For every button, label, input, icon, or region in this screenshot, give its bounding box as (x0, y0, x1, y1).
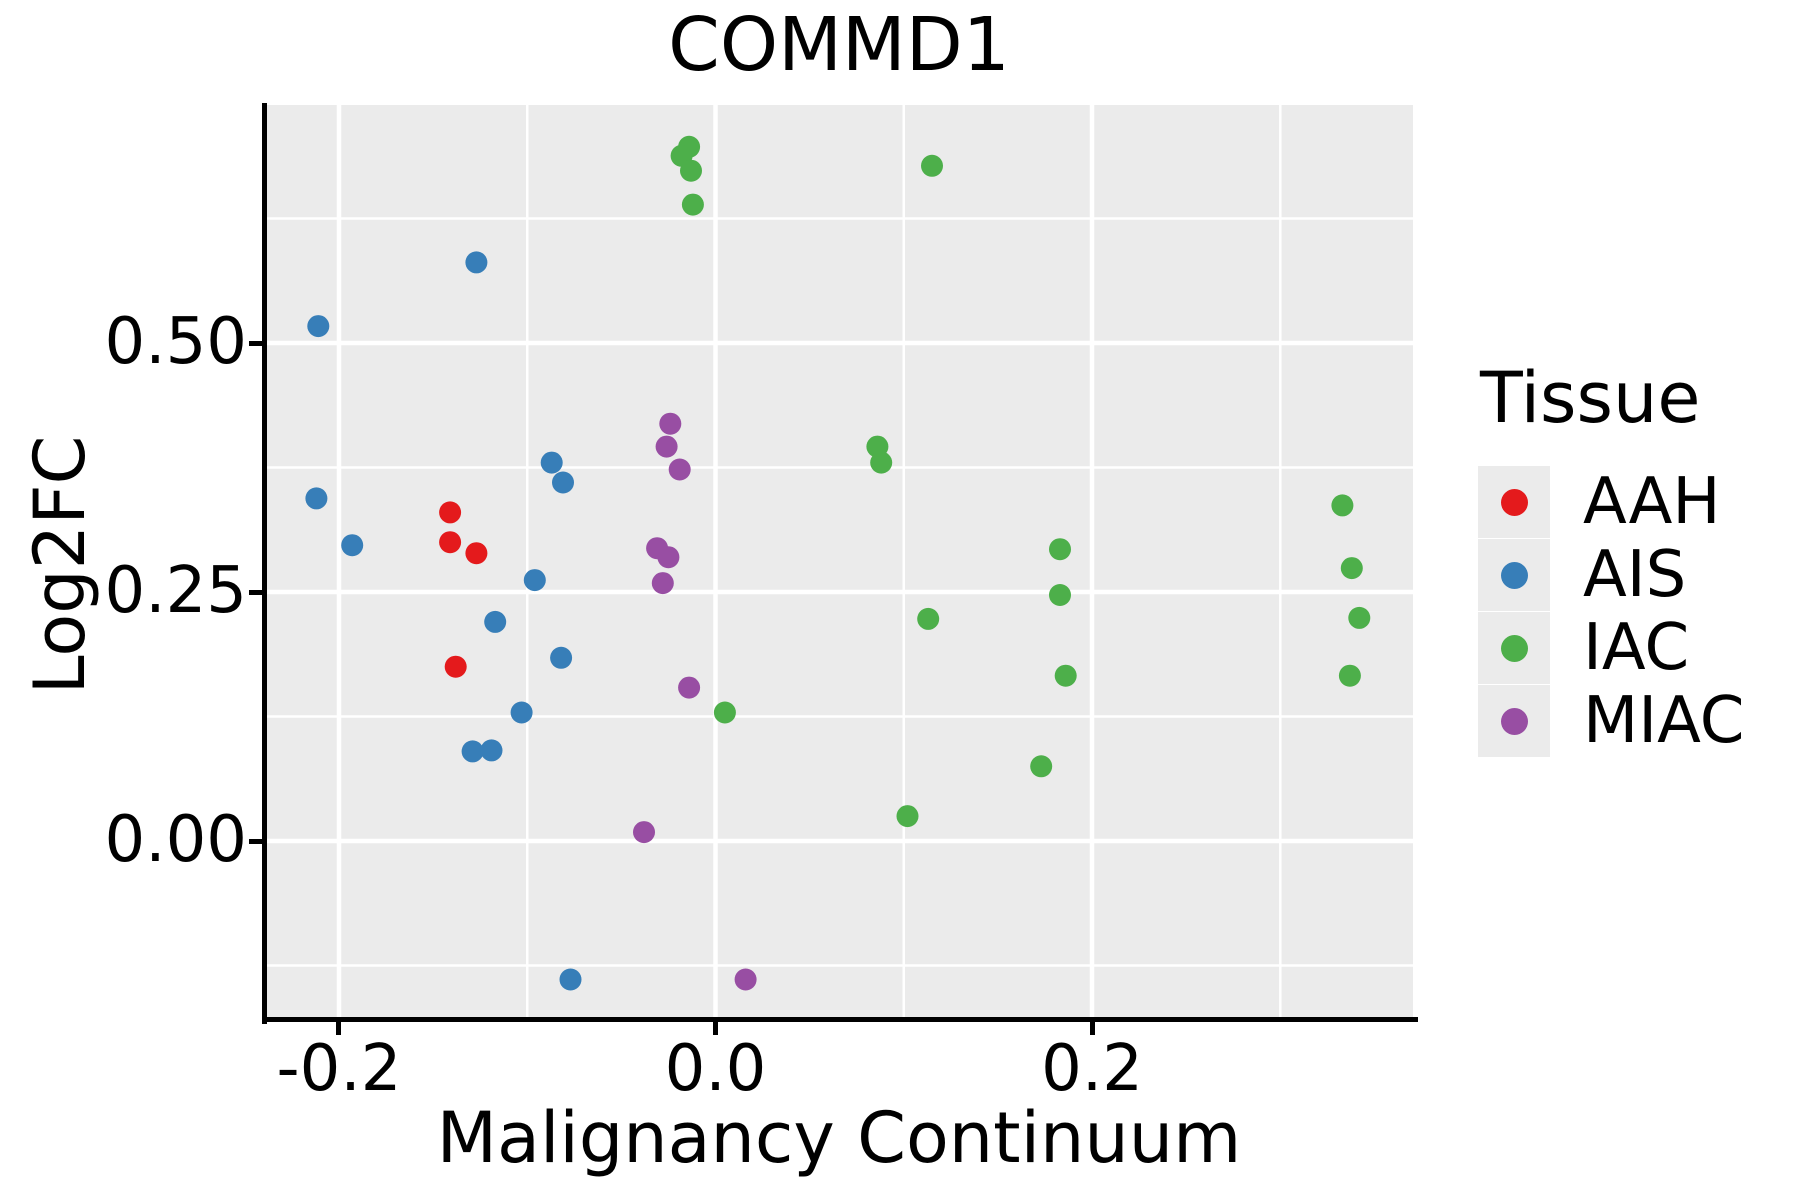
data-point-iac (680, 159, 702, 182)
data-point-ais (510, 701, 533, 724)
data-point-miac (655, 435, 678, 458)
data-point-iac (1049, 538, 1071, 561)
legend-item: AIS (1478, 539, 1798, 611)
legend-dot-icon (1500, 634, 1528, 662)
data-point-aah (444, 655, 467, 678)
legend-key-box (1478, 685, 1550, 757)
data-point-miac (734, 968, 757, 991)
data-point-ais (550, 646, 573, 669)
data-point-miac (633, 821, 655, 844)
axis-tick (1089, 1022, 1095, 1035)
data-point-miac (659, 412, 682, 435)
legend-item: AAH (1478, 466, 1798, 538)
data-point-iac (713, 701, 736, 724)
scatter-plot-canvas (265, 105, 1413, 1020)
data-point-ais (559, 968, 582, 991)
x-tick-label-1: 0.0 (664, 1032, 767, 1106)
legend-item-label: MIAC (1583, 684, 1745, 758)
y-tick-label-1: 0.25 (104, 554, 248, 629)
legend-item-label: AAH (1583, 465, 1721, 539)
legend-item: MIAC (1478, 685, 1798, 757)
legend-title: Tissue (1480, 357, 1701, 439)
data-point-iac (1338, 664, 1361, 687)
data-point-ais (465, 251, 488, 274)
data-point-aah (439, 501, 462, 524)
data-point-miac (668, 458, 691, 481)
axis-tick (713, 1022, 718, 1035)
data-point-iac (1030, 755, 1053, 778)
axis-tick (249, 340, 262, 346)
data-point-ais (540, 451, 563, 474)
legend: Tissue AAH AIS IAC MIAC (1478, 362, 1798, 758)
legend-item-label: IAC (1583, 611, 1690, 685)
chart-title: COMMD1 (668, 2, 1010, 88)
axis-tick (336, 1022, 342, 1035)
data-point-iac (921, 154, 943, 177)
data-point-iac (681, 193, 704, 216)
data-point-ais (341, 534, 364, 557)
data-point-ais (305, 487, 328, 510)
data-point-iac (870, 451, 893, 474)
legend-dot-icon (1500, 707, 1528, 735)
axis-tick (249, 589, 262, 595)
x-axis-title: Malignancy Continuum (436, 1097, 1242, 1179)
data-point-iac (1054, 664, 1077, 687)
data-point-miac (678, 676, 701, 699)
y-axis-title: Log2FC (19, 435, 101, 695)
data-point-ais (461, 740, 484, 763)
y-tick-label-0: 0.00 (104, 803, 248, 878)
data-point-miac (657, 546, 680, 569)
data-point-ais (307, 315, 330, 338)
data-point-iac (1331, 494, 1354, 517)
data-point-ais (480, 739, 503, 762)
data-point-ais (552, 471, 574, 494)
legend-key-box (1478, 612, 1550, 684)
legend-item-label: AIS (1583, 538, 1687, 612)
data-point-miac (651, 572, 674, 595)
y-tick-label-2: 0.50 (104, 305, 248, 380)
legend-key-box (1478, 466, 1550, 538)
y-axis-line (262, 103, 267, 1024)
data-point-iac (1049, 584, 1071, 606)
data-point-iac (917, 607, 940, 630)
legend-key-box (1478, 539, 1550, 611)
plot-panel (265, 105, 1413, 1020)
data-point-iac (896, 805, 919, 828)
data-point-aah (465, 542, 488, 565)
data-point-ais (523, 569, 546, 592)
x-tick-label-0: -0.2 (276, 1032, 402, 1106)
legend-item: IAC (1478, 612, 1798, 684)
data-point-iac (1348, 606, 1371, 629)
legend-dot-icon (1500, 488, 1528, 516)
x-axis-line (262, 1017, 1418, 1022)
data-point-aah (439, 531, 462, 554)
data-point-ais (484, 610, 507, 633)
x-tick-label-2: 0.2 (1041, 1032, 1143, 1106)
legend-dot-icon (1500, 561, 1528, 589)
data-point-iac (1340, 557, 1363, 580)
axis-tick (249, 838, 262, 844)
